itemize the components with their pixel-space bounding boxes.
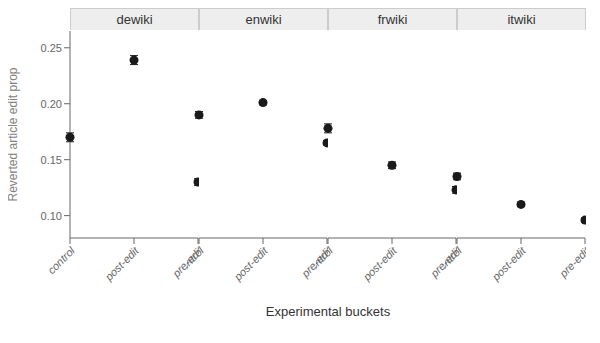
svg-text:0.25: 0.25 bbox=[41, 42, 62, 54]
svg-text:0.10: 0.10 bbox=[41, 210, 62, 222]
svg-text:control: control bbox=[45, 244, 77, 276]
svg-text:pre-edit: pre-edit bbox=[298, 244, 328, 280]
html-text:itwiki: itwiki bbox=[507, 12, 536, 27]
svg-text:pre-edit: pre-edit bbox=[427, 244, 457, 280]
svg-text:control: control bbox=[187, 244, 206, 276]
svg-text:post-edit: post-edit bbox=[489, 244, 529, 284]
svg-text:0.15: 0.15 bbox=[41, 154, 62, 166]
svg-text:control: control bbox=[445, 244, 464, 276]
svg-text:Reverted article edit prop: Reverted article edit prop bbox=[8, 67, 20, 201]
html-text:Experimental buckets: Experimental buckets bbox=[265, 304, 391, 319]
svg-text:pre-edit: pre-edit bbox=[169, 244, 199, 280]
svg-text:0.20: 0.20 bbox=[41, 98, 62, 110]
html-text:dewiki: dewiki bbox=[116, 12, 153, 27]
svg-text:post-edit: post-edit bbox=[102, 244, 142, 284]
html-text:frwiki: frwiki bbox=[377, 12, 408, 27]
svg-text:pre-edit: pre-edit bbox=[556, 244, 586, 280]
svg-text:post-edit: post-edit bbox=[360, 244, 400, 284]
html-text:enwiki: enwiki bbox=[245, 12, 282, 27]
svg-text:post-edit: post-edit bbox=[231, 244, 271, 284]
svg-text:control: control bbox=[316, 244, 335, 276]
